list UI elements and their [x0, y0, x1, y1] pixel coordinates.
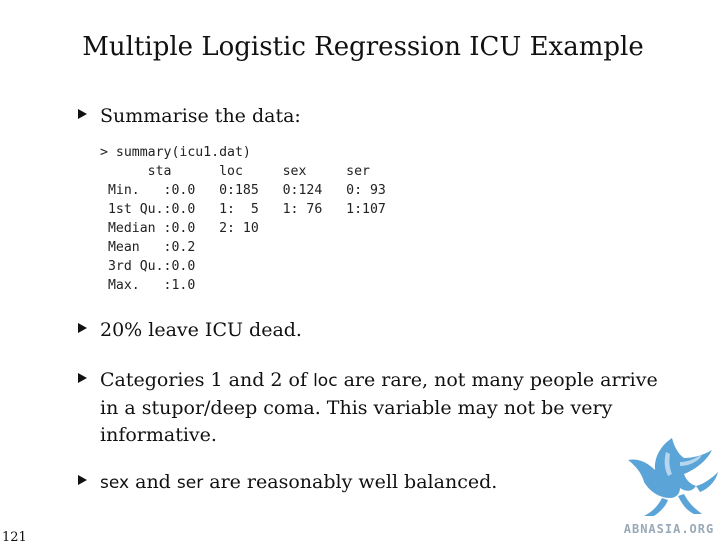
bullet-text: Summarise the data: [100, 105, 301, 127]
bullet-arrow-icon [78, 323, 87, 333]
code-line: 3rd Qu.:0.0 [100, 259, 196, 274]
page-number: 121 [2, 530, 27, 545]
bullet-text: sex and ser are reasonably well balanced… [100, 469, 678, 497]
bullet-text: Categories 1 and 2 of loc are rare, not … [100, 367, 678, 449]
code-line: Mean :0.2 [100, 240, 196, 255]
code-line: Min. :0.0 0:185 0:124 0: 93 [100, 183, 386, 198]
variable-name-loc: loc [313, 371, 338, 391]
abnasia-logo: ABNASIA.ORG [614, 432, 724, 540]
variable-name-ser: ser [176, 473, 204, 493]
bullet-item-icu-dead: 20% leave ICU dead. [78, 317, 678, 344]
bullet-text-part: Categories 1 and 2 of [100, 369, 314, 391]
bullet-arrow-icon [78, 475, 87, 485]
bullet-text-part: are rare, not many people arrive in a st… [100, 369, 658, 446]
bullet-item-categories: Categories 1 and 2 of loc are rare, not … [78, 367, 678, 449]
bullet-arrow-icon [78, 109, 87, 119]
bullet-text-part: and [129, 471, 177, 493]
griffin-logo-icon [628, 438, 718, 516]
code-line: Median :0.0 2: 10 [100, 221, 259, 236]
bullet-arrow-icon [78, 373, 87, 383]
logo-text: ABNASIA.ORG [623, 522, 715, 536]
bullet-item-balanced: sex and ser are reasonably well balanced… [78, 469, 678, 497]
code-line: sta loc sex ser [100, 164, 370, 179]
code-line: Max. :1.0 [100, 278, 196, 293]
code-block: > summary(icu1.dat) sta loc sex ser Min.… [100, 143, 386, 295]
bullet-text-part: are reasonably well balanced. [203, 471, 498, 493]
code-line: 1st Qu.:0.0 1: 5 1: 76 1:107 [100, 202, 386, 217]
bullet-item-summarise: Summarise the data: [78, 103, 678, 130]
slide-title: Multiple Logistic Regression ICU Example [82, 32, 644, 62]
code-line: > summary(icu1.dat) [100, 145, 251, 160]
variable-name-sex: sex [100, 473, 130, 493]
bullet-text: 20% leave ICU dead. [100, 319, 302, 341]
